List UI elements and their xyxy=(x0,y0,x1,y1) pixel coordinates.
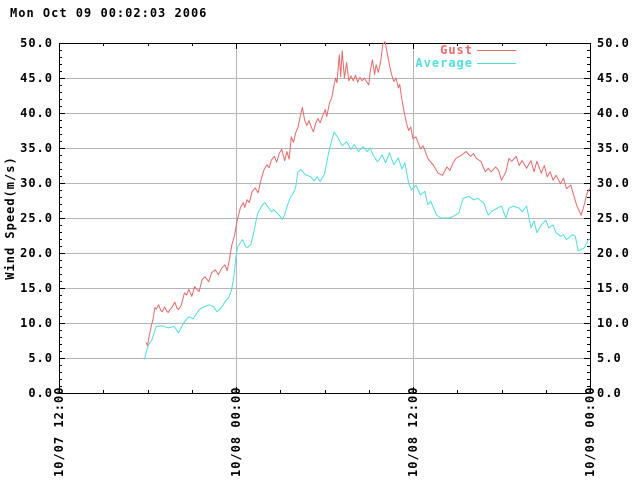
svg-text:25.0: 25.0 xyxy=(597,211,630,225)
svg-text:10/08 12:00: 10/08 12:00 xyxy=(406,387,420,477)
legend-item-average: Average xyxy=(0,57,578,70)
svg-text:5.0: 5.0 xyxy=(597,351,622,365)
svg-text:40.0: 40.0 xyxy=(597,106,630,120)
svg-text:20.0: 20.0 xyxy=(20,246,53,260)
y-axis-title: Wind Speed(m/s) xyxy=(3,156,17,279)
chart-title: Mon Oct 09 00:02:03 2006 xyxy=(10,6,208,20)
svg-text:45.0: 45.0 xyxy=(597,71,630,85)
svg-text:35.0: 35.0 xyxy=(597,141,630,155)
svg-text:30.0: 30.0 xyxy=(20,176,53,190)
svg-text:10/08 00:00: 10/08 00:00 xyxy=(229,387,243,477)
average-series-line xyxy=(144,131,591,360)
legend-average-label: Average xyxy=(415,56,473,70)
svg-text:15.0: 15.0 xyxy=(20,281,53,295)
svg-text:0.0: 0.0 xyxy=(597,386,622,400)
gridlines xyxy=(59,43,590,393)
svg-text:15.0: 15.0 xyxy=(597,281,630,295)
axis-ticks xyxy=(59,43,591,394)
svg-text:0.0: 0.0 xyxy=(28,386,53,400)
legend-gust-line-sample xyxy=(477,50,516,51)
legend-gust-label: Gust xyxy=(440,43,473,57)
svg-text:10/09 00:00: 10/09 00:00 xyxy=(583,387,597,477)
y-tick-labels-right: 0.0 5.0 10.0 15.0 20.0 25.0 30.0 35.0 40.0 45.0 50… xyxy=(597,36,630,400)
legend-average-line-sample xyxy=(477,63,516,64)
x-tick-labels: 10/07 12:00 10/08 00:00 10/08 12:00 10/09 0… xyxy=(52,387,597,477)
svg-text:40.0: 40.0 xyxy=(20,106,53,120)
legend-item-gust: Gust xyxy=(0,44,578,57)
svg-text:50.0: 50.0 xyxy=(20,36,53,50)
svg-text:30.0: 30.0 xyxy=(597,176,630,190)
svg-text:45.0: 45.0 xyxy=(20,71,53,85)
svg-text:35.0: 35.0 xyxy=(20,141,53,155)
gust-series-line xyxy=(145,41,591,346)
svg-text:25.0: 25.0 xyxy=(20,211,53,225)
svg-text:50.0: 50.0 xyxy=(597,36,630,50)
svg-text:10.0: 10.0 xyxy=(597,316,630,330)
svg-text:5.0: 5.0 xyxy=(28,351,53,365)
svg-text:10/07 12:00: 10/07 12:00 xyxy=(52,387,66,477)
y-tick-labels-left: 0.0 5.0 10.0 15.0 20.0 25.0 30.0 35.0 40.0 45.0 50… xyxy=(20,36,53,400)
svg-text:10.0: 10.0 xyxy=(20,316,53,330)
svg-text:20.0: 20.0 xyxy=(597,246,630,260)
